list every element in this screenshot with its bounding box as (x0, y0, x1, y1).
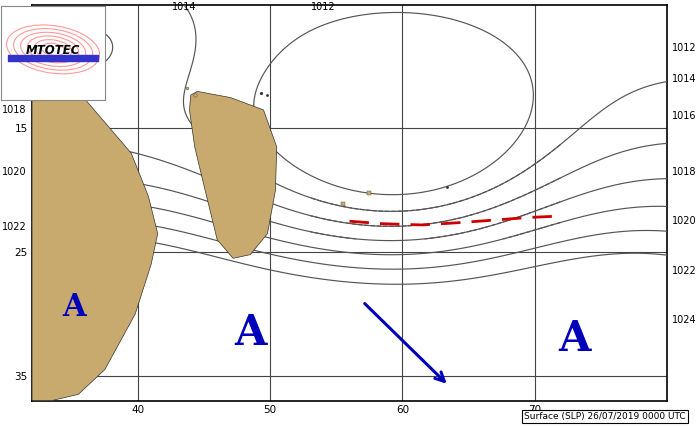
Polygon shape (32, 5, 158, 400)
Polygon shape (189, 92, 277, 258)
Text: 1022: 1022 (2, 222, 27, 233)
Text: 1022: 1022 (672, 266, 697, 276)
Text: A: A (62, 292, 86, 323)
Text: A: A (234, 311, 266, 354)
Text: 1012: 1012 (672, 43, 697, 53)
Text: 1016: 1016 (672, 111, 697, 121)
Text: Surface (SLP) 26/07/2019 0000 UTC: Surface (SLP) 26/07/2019 0000 UTC (524, 412, 686, 421)
Text: 1014: 1014 (672, 74, 697, 84)
Text: 1020: 1020 (672, 216, 697, 226)
Text: MTOTEC: MTOTEC (26, 44, 80, 57)
Text: 1018: 1018 (2, 105, 27, 115)
Text: 1024: 1024 (672, 315, 697, 325)
Text: 1012: 1012 (311, 3, 336, 12)
Text: A: A (559, 318, 591, 360)
Text: 1018: 1018 (672, 167, 697, 177)
Text: 1014: 1014 (172, 3, 196, 12)
Text: 1020: 1020 (2, 167, 27, 177)
